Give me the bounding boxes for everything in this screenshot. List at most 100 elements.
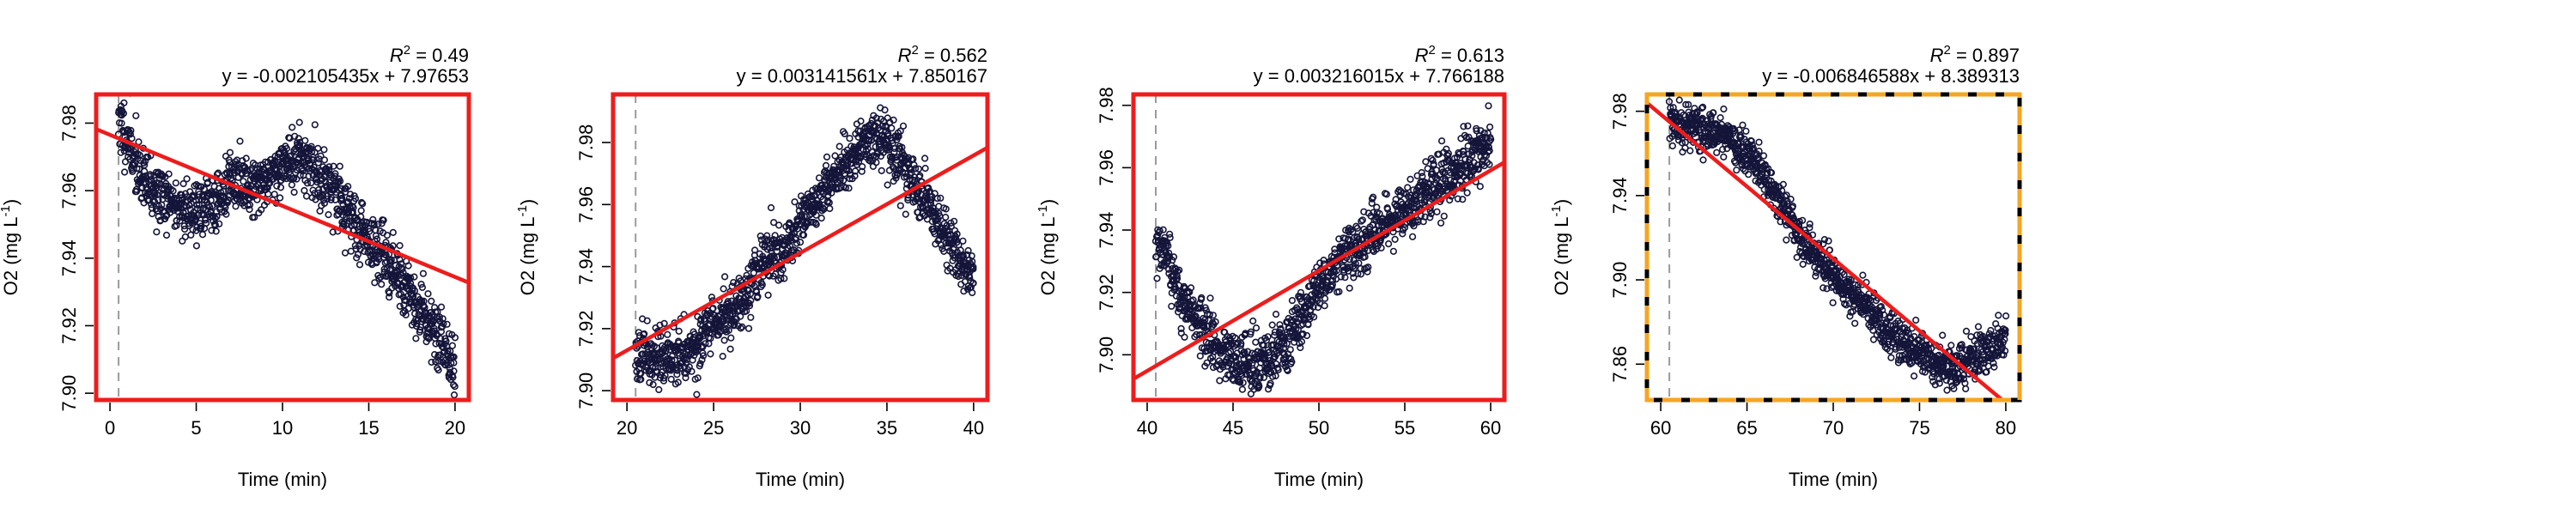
regression-line	[1133, 161, 1504, 381]
data-point	[249, 160, 258, 167]
data-point	[276, 194, 284, 202]
data-point	[372, 232, 380, 239]
data-point	[378, 281, 386, 288]
data-point	[1764, 169, 1771, 177]
data-point	[1839, 295, 1847, 303]
data-point	[325, 211, 332, 219]
data-point	[1971, 345, 1978, 353]
data-point	[340, 221, 348, 228]
data-point	[841, 130, 848, 137]
data-point	[1276, 321, 1284, 329]
data-point	[1699, 156, 1707, 164]
data-point	[950, 217, 958, 225]
y-tick-label: 7.96	[575, 186, 597, 223]
data-point	[1314, 304, 1322, 312]
scatter-points	[631, 104, 977, 398]
data-point	[969, 288, 976, 297]
data-point	[410, 273, 418, 281]
data-point	[890, 116, 897, 124]
data-point	[1665, 98, 1674, 106]
data-point	[1710, 109, 1717, 117]
data-point	[212, 227, 220, 235]
data-point	[1854, 282, 1862, 289]
data-point	[1286, 346, 1294, 354]
x-tick-label: 0	[105, 417, 115, 439]
data-point	[1748, 145, 1756, 154]
data-point	[1358, 217, 1365, 225]
data-point	[1392, 196, 1400, 203]
data-point	[258, 206, 265, 214]
data-point	[1759, 152, 1768, 160]
data-point	[664, 330, 671, 338]
data-point	[440, 320, 447, 328]
data-point	[264, 191, 272, 198]
data-point	[295, 142, 304, 150]
y-tick-label: 7.92	[575, 310, 597, 347]
data-point	[667, 375, 675, 384]
data-point	[1422, 158, 1430, 166]
data-point	[1166, 233, 1174, 241]
data-point	[1777, 218, 1784, 226]
data-point	[660, 319, 668, 328]
data-point	[371, 279, 379, 287]
data-point	[1196, 352, 1204, 360]
data-point	[1485, 102, 1492, 110]
data-point	[1399, 230, 1406, 238]
data-point	[1460, 123, 1467, 130]
data-point	[857, 118, 865, 125]
y-axis-label: O2 (mg L-1)	[1549, 199, 1572, 295]
data-point	[847, 171, 854, 179]
x-tick-label: 20	[617, 417, 637, 439]
data-point	[1742, 127, 1750, 135]
r-squared-label: R2 = 0.49	[390, 43, 469, 66]
data-point	[132, 112, 140, 119]
data-point	[1869, 326, 1877, 334]
data-point	[646, 379, 653, 387]
data-point	[1809, 256, 1818, 264]
data-point	[319, 196, 328, 203]
data-point	[858, 167, 866, 175]
data-point	[1170, 253, 1178, 261]
data-point	[781, 275, 788, 282]
data-point	[432, 340, 440, 348]
data-point	[1321, 302, 1328, 310]
data-point	[1826, 246, 1833, 254]
y-tick-label: 7.92	[58, 307, 80, 344]
data-point	[1685, 100, 1692, 108]
data-point	[1212, 318, 1219, 326]
data-point	[1272, 311, 1280, 318]
data-point	[1739, 121, 1747, 129]
data-point	[386, 294, 393, 301]
data-point	[959, 237, 967, 245]
data-point	[1172, 265, 1180, 273]
data-point	[822, 161, 830, 169]
panel-border	[1131, 92, 1507, 403]
data-point	[404, 262, 412, 270]
data-point	[1346, 284, 1353, 292]
data-point	[899, 122, 908, 130]
data-point	[1815, 266, 1823, 274]
data-point	[198, 231, 207, 239]
y-tick-label: 7.96	[1096, 149, 1117, 186]
data-point	[179, 179, 187, 188]
y-tick-label: 7.94	[1609, 177, 1631, 214]
data-point	[1391, 235, 1399, 244]
data-point	[1463, 189, 1471, 197]
x-tick-label: 60	[1650, 417, 1671, 439]
data-point	[1267, 379, 1274, 387]
data-point	[921, 165, 929, 173]
data-point	[1820, 284, 1827, 292]
data-point	[149, 209, 156, 218]
data-point	[682, 374, 690, 382]
data-point	[1264, 385, 1273, 393]
data-point	[1433, 208, 1441, 215]
data-point	[1321, 287, 1330, 294]
data-point	[661, 372, 669, 379]
x-tick-label: 15	[358, 417, 379, 439]
data-point	[668, 356, 676, 364]
data-point	[1767, 169, 1776, 177]
r-squared-label: R2 = 0.562	[898, 43, 987, 66]
data-point	[1299, 330, 1307, 338]
data-point	[707, 350, 714, 358]
